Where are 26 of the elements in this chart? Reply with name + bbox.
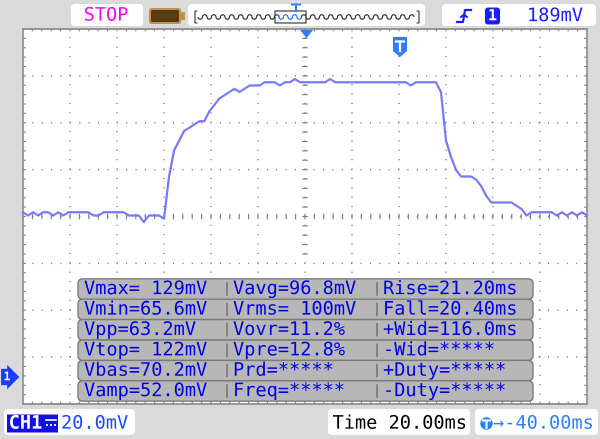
annotation: Vbas=70.2mV (84, 362, 207, 376)
text: 1 (4, 372, 10, 380)
annotation: Vpp=63.2mV (84, 321, 196, 339)
annotation: +Wid=116.0ms (384, 320, 516, 336)
annotation: Freq=***** (235, 382, 344, 400)
annotation: Vmax= 129mV (84, 280, 207, 294)
text: 20.0mV (62, 414, 128, 429)
annotation: Fall=20.40ms (385, 300, 516, 315)
annotation: +Duty=***** (384, 362, 505, 380)
annotation: Rise=21.20ms (384, 280, 516, 294)
annotation: Vamp=52.0mV (84, 382, 207, 400)
annotation: -Duty=***** (386, 382, 505, 400)
text: STOP (84, 6, 128, 21)
annotation: Vavg=96.8mV (234, 280, 356, 298)
text: 1 (489, 9, 496, 20)
text: CH1 (10, 414, 42, 429)
annotation: Vpre=12.8% (234, 342, 345, 360)
annotation: Vmin=65.6mV (84, 300, 207, 315)
annotation: Vrms= 100mV (234, 300, 356, 315)
text: Time 20.00ms (332, 414, 466, 429)
text: 189mV (529, 7, 582, 22)
annotation: -Wid=***** (386, 341, 494, 356)
annotation: Vovr=11.2% (234, 321, 345, 336)
text: →-40.00ms (494, 414, 592, 429)
annotation: Vtop= 122mV (84, 342, 207, 360)
annotation: Prd=***** (234, 362, 332, 376)
